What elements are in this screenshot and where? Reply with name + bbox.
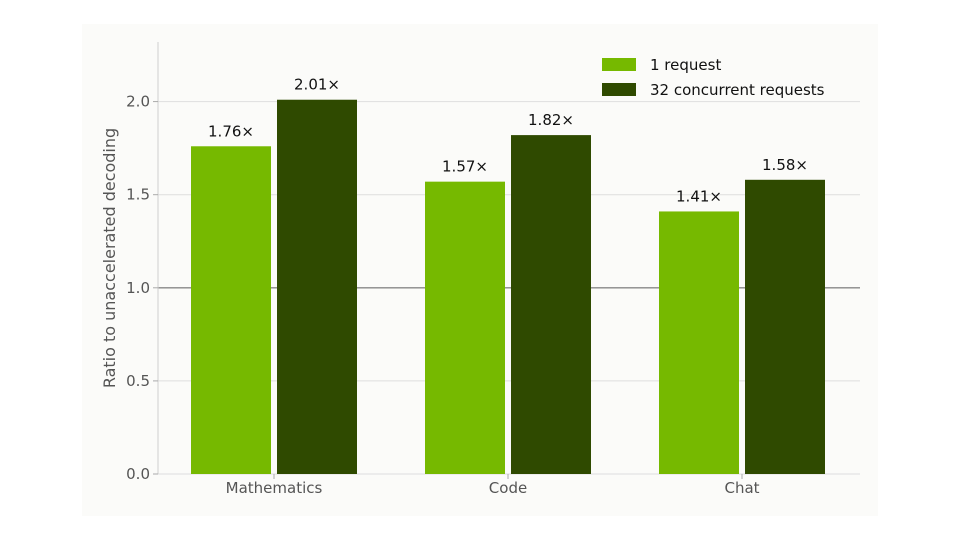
legend-swatch: [602, 58, 636, 71]
x-tick-label: Chat: [724, 479, 759, 497]
bar-value-label: 2.01×: [294, 76, 340, 94]
legend-swatch: [602, 83, 636, 96]
bar-chart: Ratio to unaccelerated decoding 0.0 0.5 1.…: [100, 42, 860, 497]
bar-value-label: 1.58×: [762, 156, 808, 174]
bar-value-label: 1.41×: [676, 187, 722, 205]
bar: [191, 146, 271, 474]
chart-figure: Ratio to unaccelerated decoding 0.0 0.5 1.…: [82, 24, 878, 516]
gridlines: [157, 42, 860, 475]
y-tick-label: 0.0: [126, 465, 150, 483]
x-tick-label: Mathematics: [226, 479, 323, 497]
bar-value-label: 1.82×: [528, 111, 574, 129]
legend: 1 request 32 concurrent requests: [602, 56, 825, 99]
legend-label: 1 request: [650, 56, 721, 74]
bar-value-label: 1.57×: [442, 158, 488, 176]
bar: [659, 211, 739, 474]
y-axis-title: Ratio to unaccelerated decoding: [100, 128, 119, 388]
bars: 1.76× 2.01× 1.57× 1.82× 1.41× 1.58×: [191, 76, 825, 475]
y-tick-label: 1.0: [126, 279, 150, 297]
y-tick-label: 1.5: [126, 186, 150, 204]
x-tick-label: Code: [489, 479, 527, 497]
bar: [511, 135, 591, 474]
bar: [745, 179, 825, 475]
bar: [425, 181, 505, 475]
y-axis-ticks: 0.0 0.5 1.0 1.5 2.0: [126, 93, 158, 483]
bar-value-label: 1.76×: [208, 122, 254, 140]
bar: [277, 99, 357, 475]
x-axis-ticks: Mathematics Code Chat: [226, 474, 760, 497]
legend-label: 32 concurrent requests: [650, 81, 825, 99]
y-tick-label: 0.5: [126, 372, 150, 390]
y-tick-label: 2.0: [126, 93, 150, 111]
